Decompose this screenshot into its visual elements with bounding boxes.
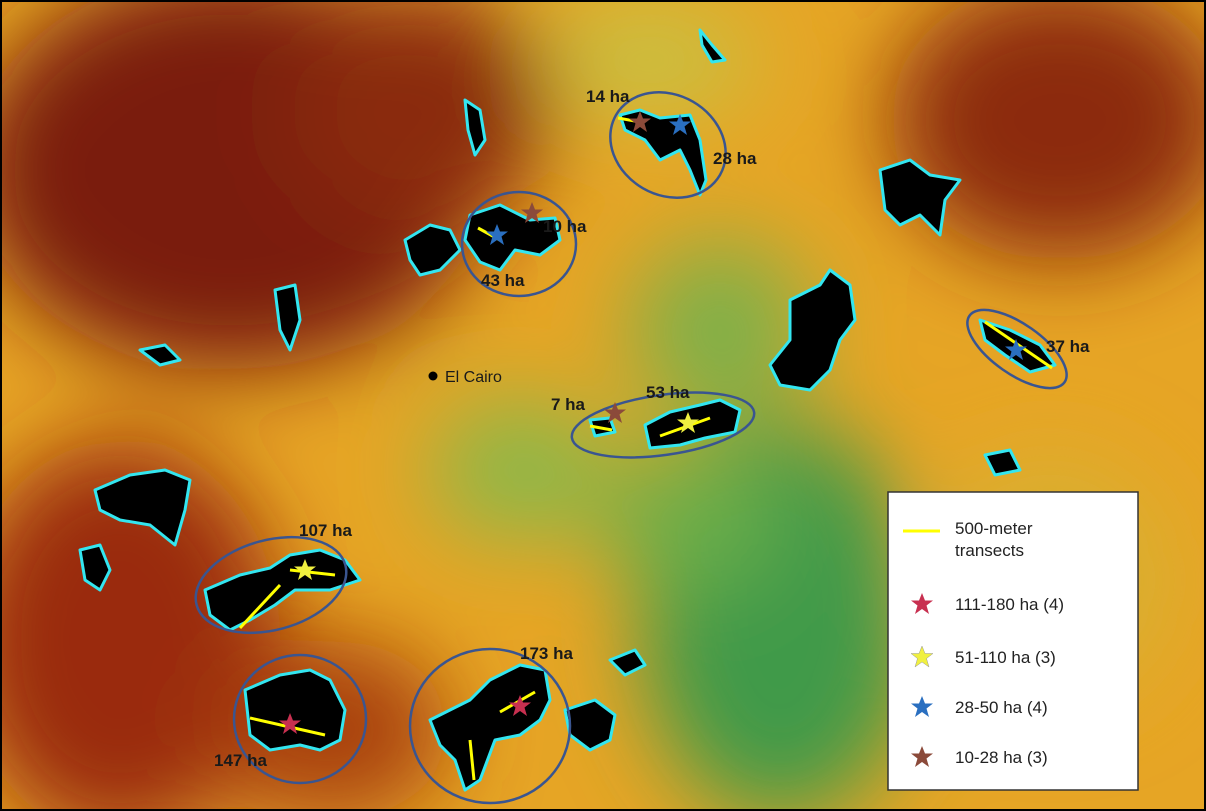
area-label: 37 ha bbox=[1046, 337, 1090, 356]
town-dot bbox=[429, 372, 438, 381]
town-label: El Cairo bbox=[445, 369, 502, 386]
area-label: 147 ha bbox=[214, 751, 267, 770]
area-label: 14 ha bbox=[586, 87, 630, 106]
legend-label: 111-180 ha (4) bbox=[955, 595, 1064, 614]
legend-label: 51-110 ha (3) bbox=[955, 648, 1056, 667]
area-label: 10 ha bbox=[543, 217, 587, 236]
patch bbox=[245, 670, 345, 750]
area-label: 7 ha bbox=[551, 395, 586, 414]
area-label: 43 ha bbox=[481, 271, 525, 290]
area-label: 53 ha bbox=[646, 383, 690, 402]
legend-label: 10-28 ha (3) bbox=[955, 748, 1048, 767]
area-label: 107 ha bbox=[299, 521, 352, 540]
legend-label: 28-50 ha (4) bbox=[955, 698, 1048, 717]
area-label: 28 ha bbox=[713, 149, 757, 168]
map: 14 ha 28 ha 10 ha 43 ha 37 ha 7 ha 53 ha… bbox=[0, 0, 1206, 811]
area-label: 173 ha bbox=[520, 644, 573, 663]
page: {"map": { "area_labels": ["14 ha", "28 h… bbox=[0, 0, 1206, 811]
